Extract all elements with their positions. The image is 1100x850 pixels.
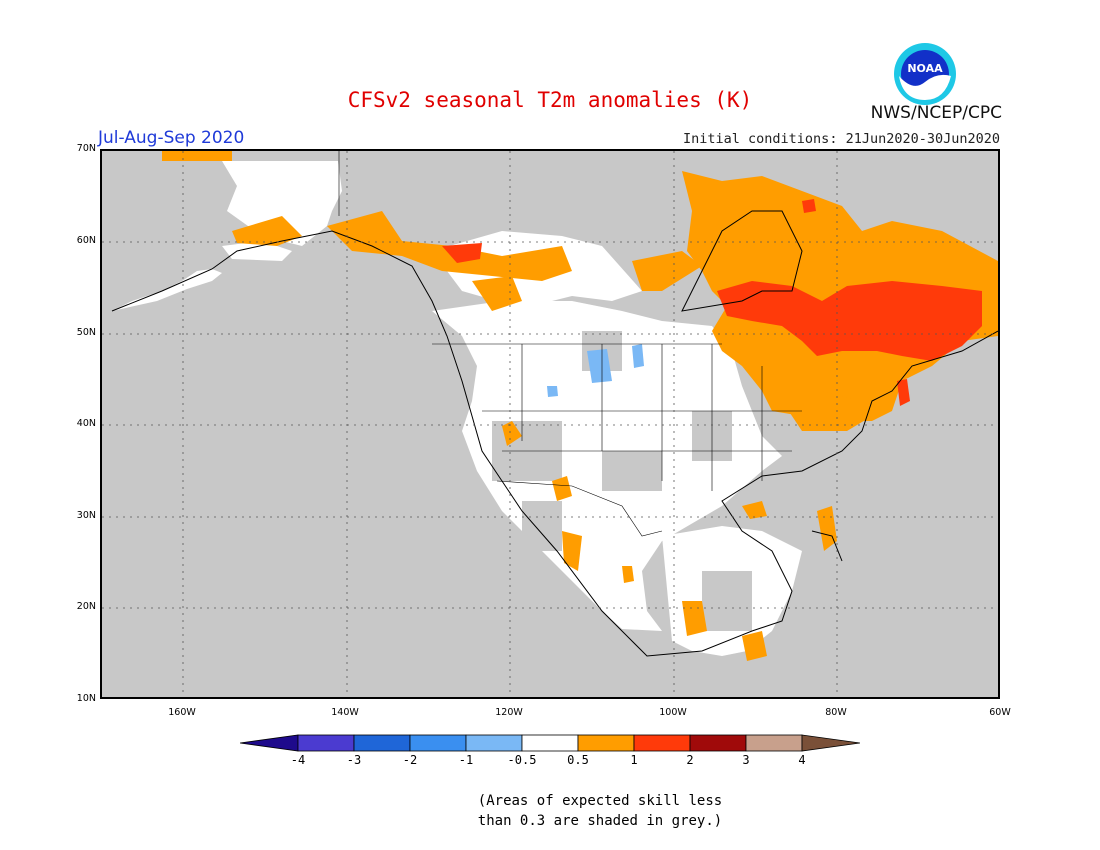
coastlines bbox=[111, 210, 998, 657]
skill-note-line2: than 0.3 are shaded in grey.) bbox=[477, 813, 723, 829]
lon-label: 80W bbox=[825, 707, 847, 718]
lon-label: 160W bbox=[168, 707, 196, 718]
lat-label: 40N bbox=[76, 418, 96, 429]
skill-note: (Areas of expected skill less than 0.3 a… bbox=[440, 791, 760, 831]
colorbar-label: 3 bbox=[742, 753, 750, 767]
anomaly-blue bbox=[547, 344, 644, 397]
colorbar-label: 4 bbox=[798, 753, 806, 767]
colorbar bbox=[240, 734, 860, 752]
lat-label: 70N bbox=[76, 143, 96, 154]
chart-title: CFSv2 seasonal T2m anomalies (K) bbox=[347, 88, 753, 112]
colorbar-label: -0.5 bbox=[507, 753, 537, 767]
colorbar-label: -2 bbox=[402, 753, 418, 767]
lat-label: 50N bbox=[76, 327, 96, 338]
boundaries bbox=[338, 151, 802, 537]
lon-label: 120W bbox=[495, 707, 523, 718]
colorbar-label: -3 bbox=[346, 753, 362, 767]
lon-label: 60W bbox=[989, 707, 1011, 718]
anomaly-map bbox=[100, 149, 1000, 699]
graticule bbox=[102, 151, 998, 697]
lat-label: 60N bbox=[76, 235, 96, 246]
lon-label: 100W bbox=[659, 707, 687, 718]
lat-label: 20N bbox=[76, 601, 96, 612]
anomaly-red bbox=[442, 199, 982, 406]
noaa-logo: NOAA bbox=[894, 43, 956, 105]
skill-note-line1: (Areas of expected skill less bbox=[477, 793, 723, 809]
forecast-period: Jul-Aug-Sep 2020 bbox=[98, 128, 245, 148]
agency-label: NWS/NCEP/CPC bbox=[870, 103, 1002, 123]
lat-label: 10N bbox=[76, 693, 96, 704]
lon-label: 140W bbox=[331, 707, 359, 718]
colorbar-label: 1 bbox=[630, 753, 638, 767]
noaa-logo-text: NOAA bbox=[907, 62, 943, 75]
map-canvas bbox=[102, 151, 998, 697]
colorbar-label: 0.5 bbox=[567, 753, 589, 767]
initial-conditions: Initial conditions: 21Jun2020-30Jun2020 bbox=[683, 131, 1000, 147]
colorbar-label: -1 bbox=[458, 753, 474, 767]
lat-label: 30N bbox=[76, 510, 96, 521]
colorbar-label: 2 bbox=[686, 753, 694, 767]
colorbar-label: -4 bbox=[290, 753, 306, 767]
